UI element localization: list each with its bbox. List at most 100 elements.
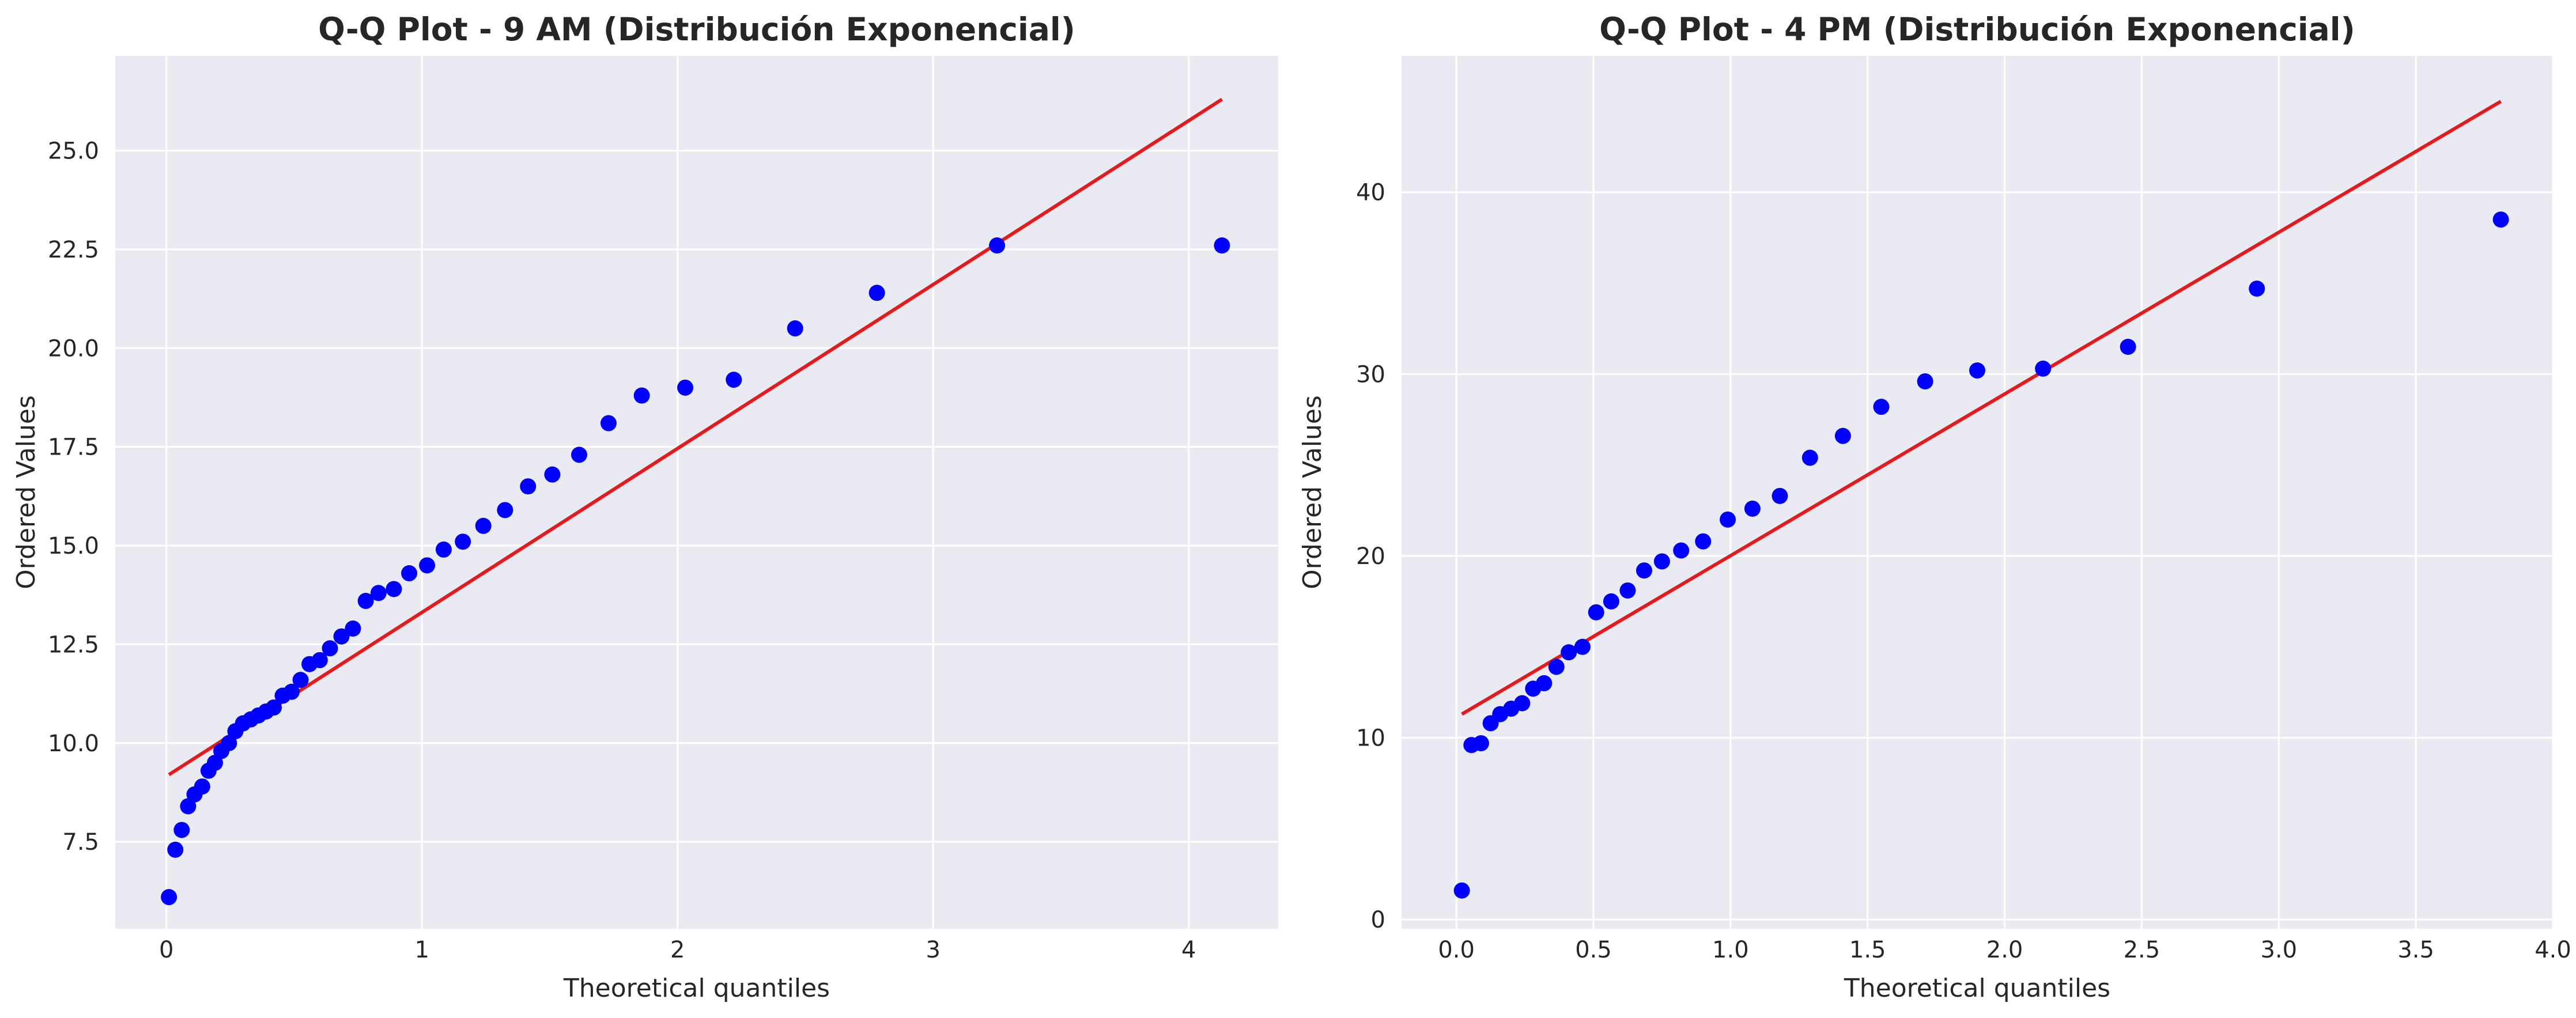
data-point	[333, 628, 350, 645]
data-point	[357, 593, 374, 610]
data-point	[1548, 659, 1565, 675]
data-point	[455, 533, 471, 550]
data-point	[1873, 399, 1890, 415]
data-point	[475, 517, 492, 534]
data-point	[265, 699, 282, 716]
data-point	[1536, 675, 1553, 691]
data-point	[989, 237, 1006, 254]
x-tick-label: 2.0	[1986, 937, 2023, 963]
y-axis-label: Ordered Values	[12, 395, 41, 589]
qq-plot-9am: 0 1 2 3 4 7.5 10.0 12.5 15.0 17.5 20.0 22.5 25.0 Q-Q …	[12, 11, 1278, 1003]
data-point	[600, 415, 617, 432]
y-tick-label: 20	[1356, 543, 1385, 570]
x-tick-label: 0.5	[1575, 937, 1612, 963]
data-point	[161, 889, 177, 906]
y-tick-label: 7.5	[62, 829, 99, 856]
plot-area	[1402, 56, 2553, 929]
data-point	[322, 640, 338, 657]
plot-area	[115, 56, 1278, 929]
data-point	[1673, 542, 1690, 559]
y-tick-label: 22.5	[48, 237, 99, 263]
data-point	[1574, 638, 1591, 655]
y-tick-label: 40	[1356, 180, 1385, 206]
data-point	[1214, 237, 1230, 254]
data-point	[1834, 427, 1851, 444]
y-axis-label: Ordered Values	[1298, 395, 1327, 589]
data-point	[2120, 339, 2136, 355]
x-tick-label: 1	[414, 937, 429, 963]
data-point	[520, 478, 537, 495]
x-tick-label: 0.0	[1438, 937, 1475, 963]
data-point	[1514, 695, 1531, 712]
data-point	[2492, 211, 2509, 228]
y-tick-label: 25.0	[48, 138, 99, 165]
data-point	[1744, 500, 1761, 517]
data-point	[1969, 362, 1985, 379]
data-point	[2249, 281, 2265, 297]
data-point	[1603, 593, 1619, 610]
data-point	[1453, 882, 1470, 899]
data-point	[544, 466, 561, 483]
data-point	[1917, 373, 1933, 389]
y-tick-label: 17.5	[48, 434, 99, 461]
x-tick-label: 3.5	[2397, 937, 2434, 963]
data-point	[206, 755, 223, 771]
x-tick-label: 3	[926, 937, 940, 963]
data-point	[221, 735, 237, 751]
chart-title: Q-Q Plot - 4 PM (Distribución Exponencia…	[1599, 11, 2355, 48]
data-point	[194, 778, 210, 795]
data-point	[1772, 487, 1788, 504]
data-point	[497, 502, 513, 519]
data-point	[1619, 582, 1636, 599]
data-point	[1472, 735, 1489, 752]
reference-line	[1461, 100, 2502, 716]
data-point	[386, 581, 402, 597]
data-point	[677, 379, 694, 396]
data-point	[1636, 562, 1653, 579]
x-tick-label: 1.0	[1712, 937, 1749, 963]
x-tick-label: 4	[1181, 937, 1196, 963]
y-tick-label: 10.0	[48, 731, 99, 757]
data-point	[1561, 644, 1577, 661]
x-tick-label: 4.0	[2535, 937, 2571, 963]
data-point	[173, 822, 190, 838]
x-axis-label: Theoretical quantiles	[1844, 974, 2110, 1003]
data-point	[2035, 360, 2052, 377]
data-point	[1720, 511, 1736, 528]
data-point	[1653, 553, 1670, 570]
y-tick-label: 12.5	[48, 631, 99, 658]
x-axis-label: Theoretical quantiles	[563, 974, 830, 1003]
data-point	[868, 285, 885, 301]
y-tick-label: 20.0	[48, 335, 99, 362]
data-point	[311, 652, 328, 668]
data-point	[633, 387, 650, 404]
y-tick-label: 10	[1356, 725, 1385, 752]
data-point	[1588, 604, 1604, 620]
data-point	[787, 320, 803, 337]
reference-line	[168, 97, 1223, 777]
chart-title: Q-Q Plot - 9 AM (Distribución Exponencia…	[318, 11, 1075, 48]
x-tick-label: 2	[670, 937, 685, 963]
data-point	[419, 557, 436, 574]
data-point	[180, 798, 197, 815]
x-tick-label: 1.5	[1849, 937, 1886, 963]
data-point	[370, 585, 387, 601]
data-point	[571, 446, 587, 463]
y-tick-label: 15.0	[48, 533, 99, 559]
y-tick-label: 30	[1356, 361, 1385, 388]
data-point	[284, 683, 300, 700]
data-point	[167, 841, 184, 858]
y-tick-label: 0	[1371, 907, 1385, 933]
qq-plot-4pm: 0.0 0.5 1.0 1.5 2.0 2.5 3.0 3.5 4.0 0 10 20 30 40 Q-Q …	[1298, 11, 2571, 1003]
x-tick-label: 0	[159, 937, 173, 963]
data-point	[1801, 449, 1818, 466]
x-tick-label: 3.0	[2260, 937, 2297, 963]
data-point	[435, 541, 452, 558]
data-point	[1695, 533, 1712, 550]
data-point	[401, 565, 418, 582]
data-point	[726, 372, 742, 388]
data-point	[345, 620, 361, 637]
data-point	[292, 672, 309, 688]
x-tick-label: 2.5	[2124, 937, 2160, 963]
